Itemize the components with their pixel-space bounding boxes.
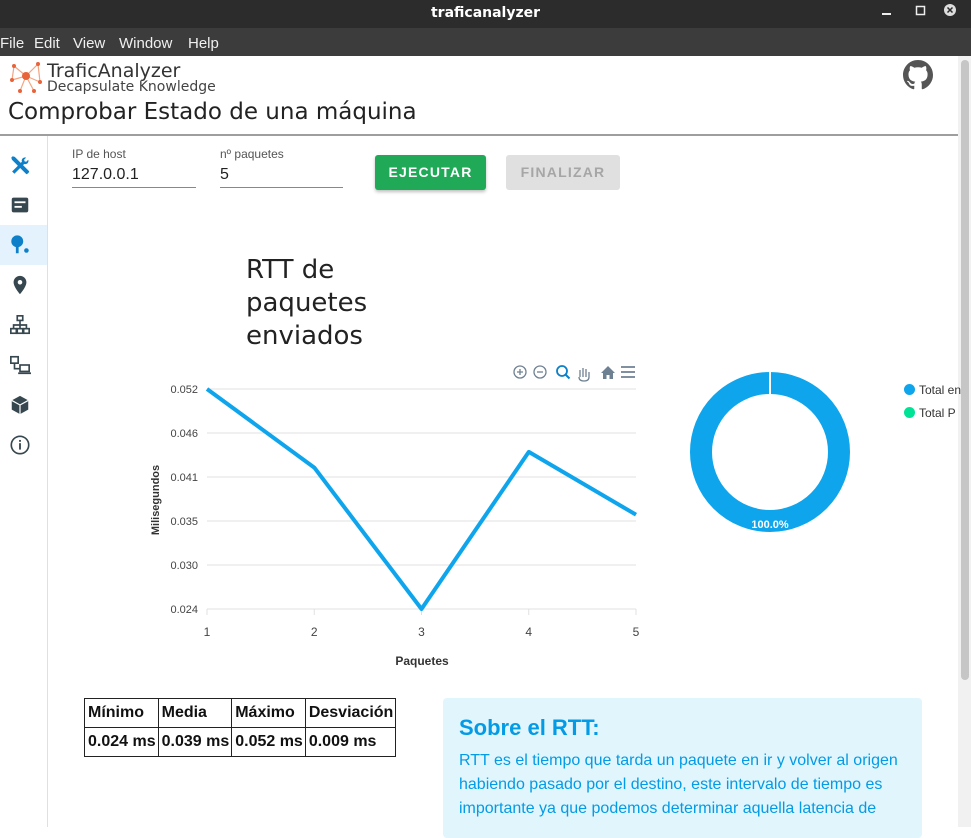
sidebar-item-tools[interactable] (0, 145, 47, 185)
devices-icon (10, 355, 31, 375)
x-tick-label: 4 (525, 625, 532, 639)
zoom-out-icon[interactable] (533, 365, 547, 379)
sidebar-item-network[interactable] (0, 305, 47, 345)
zoom-in-icon[interactable] (513, 365, 527, 379)
sidebar-item-server[interactable] (0, 185, 47, 225)
legend-label-0: Total en (919, 383, 962, 397)
sidebar-item-ping[interactable] (0, 225, 47, 265)
menu-edit[interactable]: Edit (34, 35, 60, 52)
window-titlebar: traficanalyzer (0, 0, 971, 28)
menu-help[interactable]: Help (188, 35, 219, 52)
page-title: Comprobar Estado de una máquina (8, 99, 417, 125)
app-header (0, 56, 971, 98)
y-tick-label: 0.035 (170, 516, 198, 528)
y-tick-label: 0.030 (170, 560, 198, 572)
sidebar (0, 136, 48, 827)
x-axis-label: Paquetes (395, 654, 449, 668)
menu-bar: File Edit View Window Help (0, 28, 971, 56)
donut-slice[interactable] (690, 372, 850, 532)
ping-icon (11, 235, 29, 254)
sidebar-item-location[interactable] (0, 265, 47, 305)
home-reset-icon[interactable] (601, 366, 615, 379)
host-input[interactable] (72, 162, 196, 188)
sidebar-item-cube[interactable] (0, 385, 47, 425)
y-tick-label: 0.024 (170, 604, 198, 616)
table-header-row: Mínimo Media Máximo Desviación (84, 698, 397, 728)
rtt-info-box: Sobre el RTT: RTT es el tiempo que tarda… (443, 698, 922, 838)
header-mean: Media (157, 698, 233, 728)
sidebar-item-devices[interactable] (0, 345, 47, 385)
pan-hand-icon[interactable] (578, 368, 590, 382)
info-title: Sobre el RTT: (459, 715, 600, 740)
value-mean: 0.039 ms (157, 727, 233, 757)
cube-icon (11, 395, 29, 415)
zoom-select-icon[interactable] (556, 365, 571, 380)
menu-view[interactable]: View (73, 35, 106, 52)
table-row: 0.024 ms 0.039 ms 0.052 ms 0.009 ms (84, 727, 397, 757)
stats-table: Mínimo Media Máximo Desviación 0.024 ms … (84, 698, 397, 757)
legend-item-0[interactable]: Total en (904, 383, 961, 397)
y-tick-label: 0.041 (170, 472, 198, 484)
legend-marker-0 (904, 384, 915, 395)
packets-input[interactable] (220, 162, 343, 188)
chart-title: RTT de paquetes enviados (246, 255, 368, 351)
sidebar-item-info[interactable] (0, 425, 47, 465)
execute-button[interactable]: EJECUTAR (375, 155, 486, 190)
donut-chart: 100.0% (690, 372, 850, 532)
title-divider (0, 134, 958, 136)
close-button[interactable] (939, 3, 961, 20)
header-stddev: Desviación (304, 698, 397, 728)
window-title: traficanalyzer (430, 5, 541, 21)
page-scrollbar-thumb[interactable] (961, 60, 969, 680)
minimize-icon (882, 13, 891, 15)
x-tick-label: 3 (418, 625, 425, 639)
close-icon (944, 4, 956, 16)
brand-name: TraficAnalyzer (47, 60, 181, 82)
network-icon (10, 315, 30, 335)
y-tick-label: 0.046 (170, 428, 198, 440)
legend-label-1: Total P (919, 406, 956, 420)
donut-data-label: 100.0% (751, 519, 789, 531)
value-stddev: 0.009 ms (304, 727, 397, 757)
brand-tagline: Decapsulate Knowledge (47, 79, 216, 95)
value-min: 0.024 ms (84, 727, 159, 757)
menu-file[interactable]: File (0, 35, 25, 52)
chart-toolbar (513, 365, 635, 382)
x-tick-label: 2 (311, 625, 318, 639)
legend-marker-1 (904, 407, 915, 418)
rtt-series-line (205, 387, 638, 611)
logo-icon (10, 62, 42, 93)
x-tick-label: 1 (204, 625, 211, 639)
y-axis-label: Milisegundos (150, 465, 162, 535)
value-max: 0.052 ms (231, 727, 306, 757)
menu-window[interactable]: Window (119, 35, 173, 52)
rtt-line-chart: 0.052 0.046 0.041 0.035 0.030 0.024 1 2 3 4 5 Paq… (150, 365, 640, 668)
finish-button[interactable]: FINALIZAR (506, 155, 620, 190)
legend-item-1[interactable]: Total P (904, 406, 956, 420)
header-min: Mínimo (84, 698, 159, 728)
location-pin-icon (13, 275, 27, 295)
info-icon (10, 435, 30, 455)
y-tick-label: 0.052 (170, 384, 198, 396)
menu-icon[interactable] (621, 366, 635, 378)
maximize-button[interactable] (910, 3, 932, 20)
packets-label: nº paquetes (220, 147, 284, 161)
server-icon (11, 197, 29, 213)
minimize-button[interactable] (876, 3, 898, 20)
github-icon[interactable] (903, 60, 933, 90)
header-max: Máximo (231, 698, 306, 728)
maximize-icon (915, 5, 926, 16)
x-tick-label: 5 (633, 625, 640, 639)
host-label: IP de host (72, 147, 126, 161)
info-text: RTT es el tiempo que tarda un paquete en… (459, 752, 898, 817)
tools-icon (11, 156, 30, 175)
